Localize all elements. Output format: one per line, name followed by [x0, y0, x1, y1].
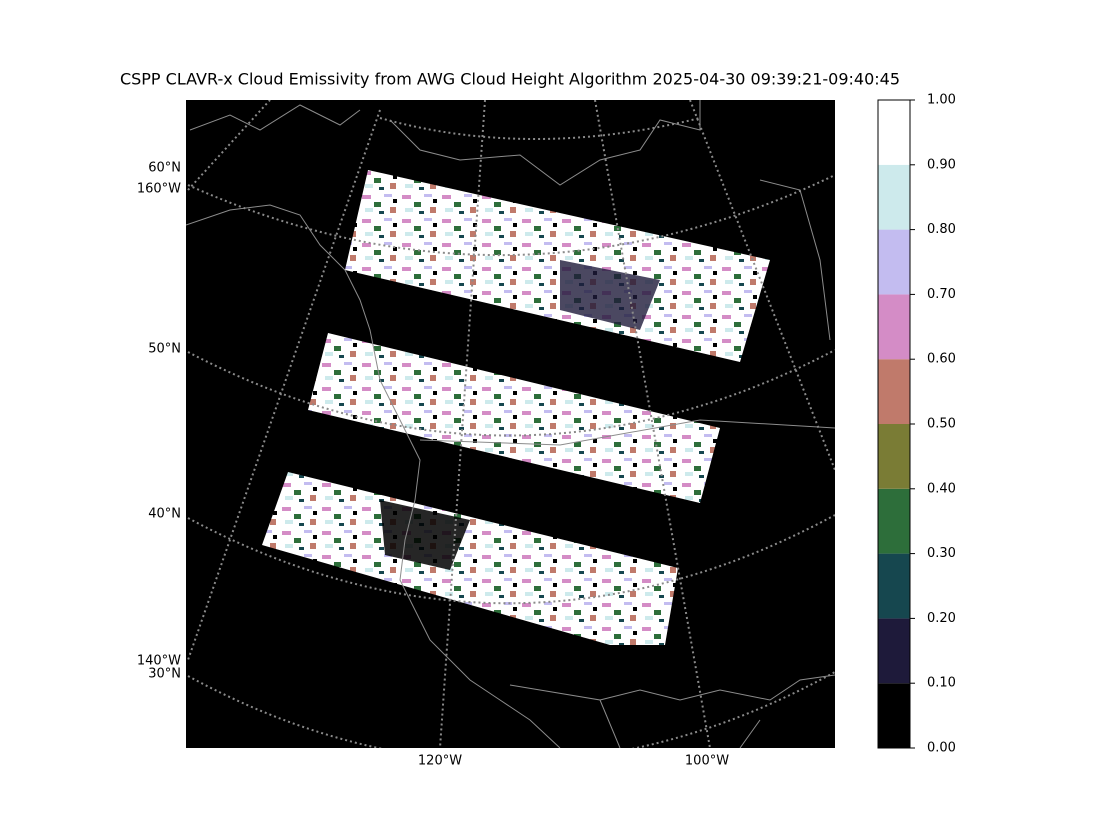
- lon-label: 120°W: [418, 754, 462, 769]
- map: [186, 100, 835, 748]
- colorbar-segment: [878, 294, 910, 360]
- colorbar-tick-label: 1.00: [927, 93, 956, 108]
- colorbar-segment: [878, 488, 910, 554]
- colorbar-tick-label: 0.90: [927, 157, 956, 172]
- colorbar-segment: [878, 229, 910, 295]
- lat-label: 50°N: [148, 342, 181, 357]
- swath: [345, 170, 770, 362]
- colorbar-segment: [878, 100, 910, 165]
- coastline: [389, 100, 835, 748]
- colorbar-tick-label: 0.80: [927, 222, 956, 237]
- graticule: [187, 109, 381, 661]
- graticule: [187, 349, 835, 437]
- swath: [308, 333, 720, 503]
- lat-label: 30°N: [148, 667, 181, 682]
- colorbar-tick-label: 0.40: [927, 481, 956, 496]
- colorbar-tick-label: 0.60: [927, 352, 956, 367]
- colorbar-tick-label: 0.70: [927, 287, 956, 302]
- graticule: [187, 514, 835, 605]
- thin-cloud: [560, 260, 660, 330]
- chart-title: CSPP CLAVR-x Cloud Emissivity from AWG C…: [120, 70, 900, 89]
- swath: [262, 472, 678, 645]
- lat-label: 40°N: [148, 507, 181, 522]
- colorbar-segment: [878, 424, 910, 489]
- border: [419, 419, 835, 748]
- colorbar-tick-label: 0.50: [927, 417, 956, 432]
- colorbar: 0.00 0.10 0.20 0.30 0.40 0.50 0.60 0.70 0.80 0.90…: [877, 93, 956, 756]
- colorbar-tick-label: 0.30: [927, 546, 956, 561]
- lon-label: 100°W: [685, 754, 729, 769]
- colorbar-tick-label: 0.00: [927, 741, 956, 756]
- coastline: [186, 104, 561, 748]
- lon-label: 140°W: [137, 654, 181, 669]
- colorbar-segment: [878, 359, 910, 424]
- colorbar-segment: [878, 683, 910, 748]
- colorbar-tick-label: 0.20: [927, 611, 956, 626]
- lat-label: 60°N: [148, 161, 181, 176]
- clear-area: [380, 500, 470, 570]
- graticule: [689, 100, 835, 471]
- lon-label: 160°W: [137, 182, 181, 197]
- colorbar-segment: [878, 618, 910, 684]
- colorbar-segment: [878, 164, 910, 230]
- graticule: [439, 100, 486, 748]
- colorbar-segment: [878, 553, 910, 619]
- graticule: [187, 100, 271, 191]
- colorbar-tick-label: 0.10: [927, 676, 956, 691]
- graticule: [379, 117, 701, 140]
- graticule: [187, 671, 835, 748]
